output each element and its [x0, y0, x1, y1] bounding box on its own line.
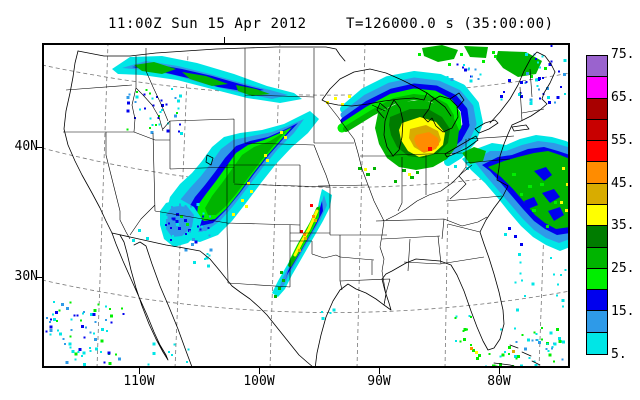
lon-label: 110W [123, 374, 155, 389]
colorbar-tick-label: 5. [611, 347, 627, 362]
lat-label: 30N [14, 269, 38, 284]
state-borders [63, 48, 545, 306]
lon-tick [499, 368, 500, 374]
colorbar-box [587, 162, 607, 184]
top-tick [224, 37, 225, 43]
colorbar-box [587, 183, 607, 205]
colorbar-box [587, 311, 607, 333]
lat-tick [36, 277, 42, 278]
colorbar-tick-label: 75. [611, 47, 635, 62]
lon-label: 80W [487, 374, 511, 389]
colorbar-box [587, 141, 607, 163]
lat-label: 40N [14, 139, 38, 154]
title-datetime: 11:00Z Sun 15 Apr 2012 [108, 16, 307, 32]
colorbar-box [587, 119, 607, 142]
colorbar-box [587, 204, 607, 227]
colorbar-tick-label: 55. [611, 132, 635, 148]
coastline-and-borders [63, 46, 556, 368]
lon-label: 90W [367, 374, 391, 389]
precipitation-layer [45, 45, 570, 368]
colorbar-tick-label: 25. [611, 261, 635, 277]
map-frame [42, 43, 570, 368]
colorbar [586, 55, 608, 355]
lon-tick [379, 368, 380, 374]
colorbar-box [587, 290, 607, 312]
lon-tick [259, 368, 260, 374]
colorbar-box [587, 332, 607, 354]
lon-tick [139, 368, 140, 374]
precipitation-map [42, 43, 570, 368]
lat-tick [36, 147, 42, 148]
colorbar-box [587, 98, 607, 120]
colorbar-tick-label: 15. [611, 304, 635, 320]
colorbar-box [587, 56, 607, 78]
title-forecast-time: T=126000.0 s (35:00:00) [346, 16, 554, 32]
colorbar-tick-label: 35. [611, 218, 635, 234]
map-canvas [42, 43, 570, 368]
colorbar-box [587, 77, 607, 99]
colorbar-box [587, 226, 607, 248]
colorbar-tick-label: 65. [611, 89, 635, 105]
colorbar-box [587, 268, 607, 291]
graticule [42, 43, 570, 368]
colorbar-tick-label: 45. [611, 175, 635, 191]
colorbar-box [587, 247, 607, 269]
lon-label: 100W [243, 374, 275, 389]
